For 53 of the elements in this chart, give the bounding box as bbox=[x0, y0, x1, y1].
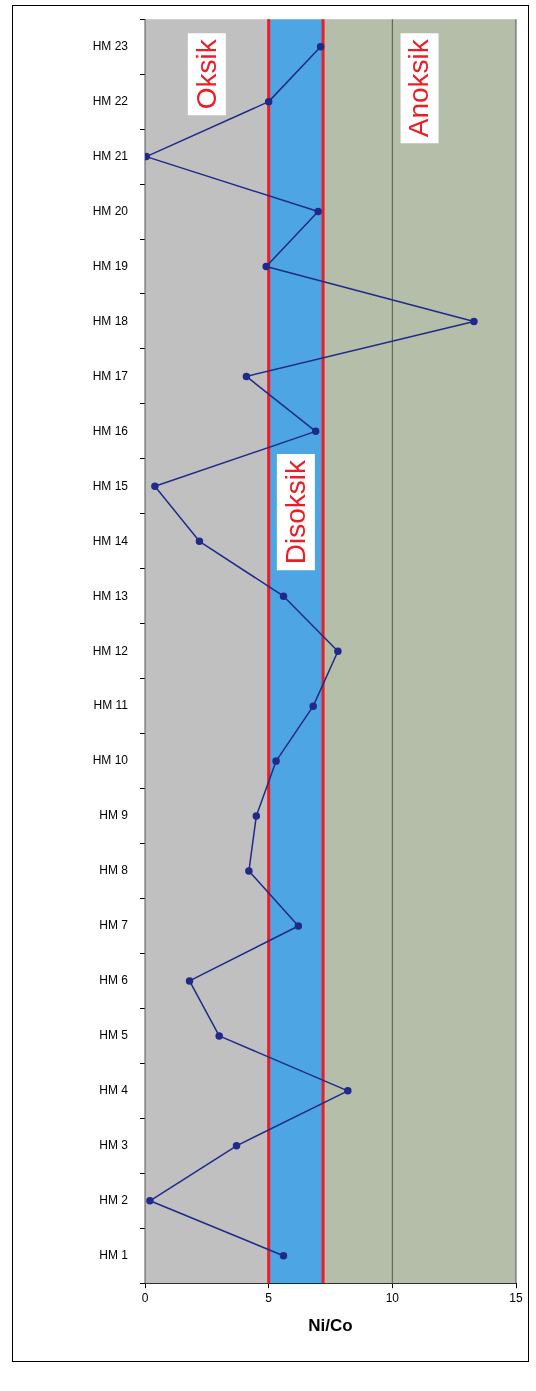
x-tick-label: 0 bbox=[141, 1290, 149, 1305]
y-tick-label: HM 23 bbox=[92, 38, 129, 53]
band-label: Oksik bbox=[190, 38, 222, 110]
y-tick-label: HM 7 bbox=[99, 918, 129, 933]
point bbox=[245, 867, 253, 875]
point bbox=[262, 262, 270, 271]
x-tick-label: 5 bbox=[265, 1290, 273, 1305]
y-tick-label: HM 17 bbox=[92, 368, 129, 383]
y-tick-label: HM 11 bbox=[93, 698, 129, 713]
point bbox=[232, 1142, 241, 1150]
y-tick-label: HM 16 bbox=[92, 423, 129, 438]
y-tick-label: HM 2 bbox=[99, 1193, 129, 1208]
y-tick-label: HM 13 bbox=[92, 588, 129, 603]
y-tick-label: HM 15 bbox=[92, 478, 129, 493]
y-tick-label: HM 1 bbox=[99, 1248, 129, 1263]
y-tick-label: HM 18 bbox=[92, 313, 129, 328]
point bbox=[272, 757, 280, 765]
point bbox=[344, 1087, 352, 1095]
y-tick-label: HM 14 bbox=[92, 533, 129, 548]
y-tick-label: HM 12 bbox=[92, 643, 129, 658]
y-tick-label: HM 19 bbox=[92, 258, 129, 273]
point bbox=[242, 372, 251, 381]
x-tick-label: 15 bbox=[509, 1290, 523, 1305]
point bbox=[316, 42, 325, 51]
point bbox=[279, 1251, 288, 1260]
y-tick-label: HM 3 bbox=[99, 1138, 129, 1153]
x-tick-label: 10 bbox=[385, 1290, 400, 1305]
y-tick-label: HM 8 bbox=[99, 863, 129, 878]
y-tick-label: HM 10 bbox=[92, 753, 129, 768]
point bbox=[264, 97, 273, 106]
point bbox=[294, 922, 303, 930]
point bbox=[470, 317, 478, 326]
band-label: Disoksik bbox=[279, 459, 311, 565]
band-label: Anoksik bbox=[403, 38, 435, 138]
point bbox=[279, 592, 288, 600]
point bbox=[334, 647, 342, 655]
point bbox=[215, 1032, 223, 1040]
point bbox=[151, 482, 159, 491]
point bbox=[314, 207, 322, 216]
y-tick-label: HM 4 bbox=[99, 1083, 129, 1098]
y-tick-label: HM 22 bbox=[92, 93, 129, 108]
point bbox=[195, 537, 204, 546]
y-tick-label: HM 9 bbox=[99, 808, 129, 823]
x-axis-title: Ni/Co bbox=[308, 1316, 353, 1336]
y-tick-label: HM 20 bbox=[92, 203, 129, 218]
point bbox=[311, 427, 320, 436]
point bbox=[252, 812, 261, 820]
point bbox=[146, 1197, 154, 1205]
y-tick-label: HM 6 bbox=[99, 973, 129, 988]
point bbox=[309, 702, 317, 710]
point bbox=[185, 977, 194, 985]
y-tick-label: HM 21 bbox=[92, 148, 129, 163]
y-tick-label: HM 5 bbox=[99, 1028, 129, 1043]
